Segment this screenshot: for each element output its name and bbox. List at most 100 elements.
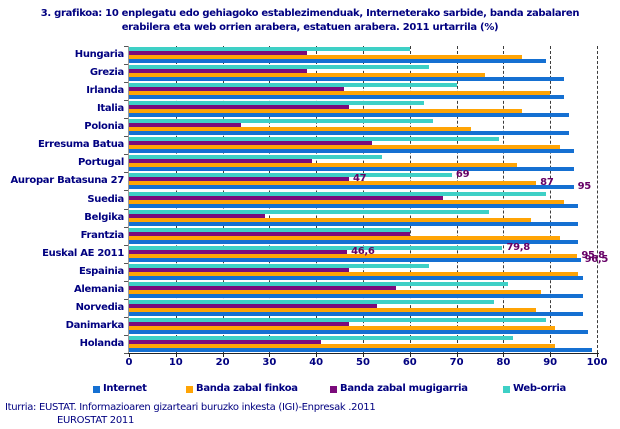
bar-auropar-batasuna-27-web-orria xyxy=(129,173,452,178)
bar-alemania-web-orria xyxy=(129,281,509,286)
x-tick-label-80: 80 xyxy=(496,357,511,368)
bar-belgika-web-orria xyxy=(129,209,490,214)
y-axis-tick xyxy=(124,82,128,84)
bar-alemania-internet xyxy=(129,293,583,298)
y-axis-tick xyxy=(124,244,128,246)
legend-item-internet: Internet xyxy=(93,384,147,394)
x-tick-label-40: 40 xyxy=(309,357,324,368)
bar-hungaria-banda-zabal-finkoa xyxy=(129,55,523,60)
category-label-euskal-ae-2011: Euskal AE 2011 xyxy=(42,247,124,259)
bar-irlanda-banda-zabal-mugigarria xyxy=(129,87,345,92)
bar-erresuma-batua-banda-zabal-finkoa xyxy=(129,145,560,150)
bar-frantzia-internet xyxy=(129,239,579,244)
x-axis-tick xyxy=(269,353,271,357)
value-label-auropar-batasuna-27-internet: 95 xyxy=(577,181,592,193)
bar-grezia-web-orria xyxy=(129,65,429,70)
x-axis-tick xyxy=(550,353,552,357)
bar-euskal-ae-2011-banda-zabal-finkoa xyxy=(129,253,578,258)
bar-frantzia-web-orria xyxy=(129,227,410,232)
category-label-suedia: Suedia xyxy=(87,193,124,205)
bar-espainia-banda-zabal-finkoa xyxy=(129,271,579,276)
bar-auropar-batasuna-27-internet xyxy=(129,185,574,190)
value-label-euskal-ae-2011-banda-zabal-mugigarria: 46,6 xyxy=(351,245,375,257)
x-tick-label-30: 30 xyxy=(262,357,277,368)
bar-portugal-internet xyxy=(129,167,574,172)
x-axis-tick xyxy=(222,353,224,357)
category-label-espainia: Espainia xyxy=(78,265,124,277)
category-label-auropar-batasuna-27: Auropar Batasuna 27 xyxy=(10,175,124,187)
legend-swatch-banda-zabal-mugigarria xyxy=(330,385,337,393)
bar-holanda-web-orria xyxy=(129,335,513,340)
y-axis-tick xyxy=(124,190,128,192)
plot-area xyxy=(129,46,598,353)
source-note-line2: EUROSTAT 2011 xyxy=(57,415,135,426)
legend: Internet Banda zabal finkoa Banda zabal mu… xyxy=(0,384,620,398)
bar-irlanda-web-orria xyxy=(129,83,457,88)
bar-grezia-internet xyxy=(129,77,565,82)
x-tick-label-100: 100 xyxy=(586,357,608,368)
bar-polonia-internet xyxy=(129,131,569,136)
bar-belgika-internet xyxy=(129,221,579,226)
chart-title-line2: erabilera eta web orrien arabera, estatu… xyxy=(121,22,499,33)
x-tick-label-20: 20 xyxy=(215,357,230,368)
category-label-hungaria: Hungaria xyxy=(74,49,125,61)
category-label-portugal: Portugal xyxy=(78,157,124,169)
x-tick-label-50: 50 xyxy=(356,357,370,368)
category-label-norvedia: Norvedia xyxy=(75,301,125,313)
bar-frantzia-banda-zabal-mugigarria xyxy=(129,231,410,236)
y-axis-tick xyxy=(124,154,128,156)
category-label-alemania: Alemania xyxy=(73,283,124,295)
legend-item-banda-zabal-mugigarria: Banda zabal mugigarria xyxy=(330,384,468,394)
bar-polonia-web-orria xyxy=(129,119,434,124)
bar-espainia-web-orria xyxy=(129,263,429,268)
bar-grezia-banda-zabal-mugigarria xyxy=(129,69,307,74)
category-label-irlanda: Irlanda xyxy=(86,85,124,97)
bar-hungaria-internet xyxy=(129,59,546,64)
y-axis-tick xyxy=(124,46,128,47)
bar-norvedia-web-orria xyxy=(129,299,495,304)
bar-erresuma-batua-banda-zabal-mugigarria xyxy=(129,141,373,146)
legend-item-banda-zabal-finkoa: Banda zabal finkoa xyxy=(186,384,298,394)
bar-euskal-ae-2011-internet xyxy=(129,257,581,262)
y-axis-tick xyxy=(124,298,128,300)
bar-irlanda-banda-zabal-finkoa xyxy=(129,91,551,96)
bar-suedia-web-orria xyxy=(129,191,546,196)
bar-portugal-banda-zabal-finkoa xyxy=(129,163,518,168)
y-axis-tick xyxy=(124,118,128,120)
x-axis-tick xyxy=(316,353,318,357)
value-label-euskal-ae-2011-banda-zabal-finkoa: 95,8 xyxy=(581,249,605,261)
bar-hungaria-banda-zabal-mugigarria xyxy=(129,51,307,56)
bar-italia-internet xyxy=(129,113,569,118)
bar-italia-web-orria xyxy=(129,101,424,106)
value-label-euskal-ae-2011-internet: 96,5 xyxy=(584,253,609,265)
category-label-danimarka: Danimarka xyxy=(65,319,125,331)
bar-alemania-banda-zabal-mugigarria xyxy=(129,285,396,290)
bar-danimarka-web-orria xyxy=(129,317,546,322)
y-axis-tick xyxy=(124,353,128,354)
bar-italia-banda-zabal-mugigarria xyxy=(129,105,349,110)
bar-erresuma-batua-web-orria xyxy=(129,137,499,142)
legend-swatch-banda-zabal-finkoa xyxy=(186,385,193,393)
bar-italia-banda-zabal-finkoa xyxy=(129,109,523,114)
legend-swatch-web-orria xyxy=(503,385,510,393)
bar-erresuma-batua-internet xyxy=(129,149,574,154)
value-label-auropar-batasuna-27-web-orria: 69 xyxy=(455,169,470,181)
y-axis-tick xyxy=(124,100,128,102)
category-label-belgika: Belgika xyxy=(84,211,124,223)
category-label-erresuma-batua: Erresuma Batua xyxy=(37,139,124,151)
legend-label-banda-zabal-finkoa: Banda zabal finkoa xyxy=(196,383,298,394)
legend-label-banda-zabal-mugigarria: Banda zabal mugigarria xyxy=(340,383,468,394)
legend-swatch-internet xyxy=(93,385,100,393)
bar-suedia-banda-zabal-mugigarria xyxy=(129,195,443,200)
bar-espainia-internet xyxy=(129,275,583,280)
bar-norvedia-internet xyxy=(129,311,583,316)
bar-frantzia-banda-zabal-finkoa xyxy=(129,235,560,240)
x-axis-tick xyxy=(503,353,505,357)
bar-portugal-web-orria xyxy=(129,155,382,160)
bar-holanda-internet xyxy=(129,347,593,352)
bar-auropar-batasuna-27-banda-zabal-mugigarria xyxy=(129,177,349,182)
category-label-holanda: Holanda xyxy=(79,337,125,349)
y-axis-tick xyxy=(124,334,128,336)
legend-label-web-orria: Web-orria xyxy=(513,383,566,394)
